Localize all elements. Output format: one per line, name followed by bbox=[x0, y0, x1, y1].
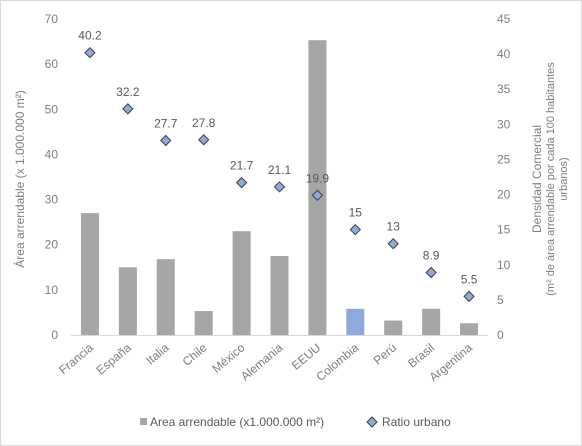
category-label-1: España bbox=[94, 340, 134, 377]
category-label-9: Brasil bbox=[405, 341, 437, 371]
ratio-data-label-6: 19.9 bbox=[306, 171, 330, 185]
ratio-marker-6 bbox=[311, 189, 324, 201]
legend-label-bars: Area arrendable (x1.000.000 m²) bbox=[150, 415, 324, 429]
bar-6 bbox=[308, 40, 327, 336]
bar-2 bbox=[156, 259, 175, 335]
ratio-data-label-0: 40.2 bbox=[78, 29, 102, 43]
bar-9 bbox=[422, 308, 441, 335]
right-tick-label-6: 30 bbox=[497, 117, 511, 131]
category-label-10: Argentina bbox=[427, 340, 476, 384]
ratio-marker-7 bbox=[349, 223, 362, 236]
bar-4 bbox=[232, 231, 251, 335]
right-tick-label-5: 25 bbox=[497, 152, 511, 166]
category-label-7: Colombia bbox=[313, 340, 361, 384]
legend-label-ratio: Ratio urbano bbox=[382, 415, 451, 429]
bar-8 bbox=[384, 320, 403, 335]
left-tick-label-7: 70 bbox=[45, 12, 59, 26]
left-tick-label-1: 10 bbox=[45, 283, 59, 297]
right-axis-title-line-3: urbanos) bbox=[558, 157, 570, 200]
right-axis-title-line-2: (m² de área arrendable por cada 100 habi… bbox=[545, 62, 557, 296]
ratio-marker-10 bbox=[463, 290, 475, 303]
ratio-data-label-1: 32.2 bbox=[116, 85, 140, 99]
right-axis-title-line-1: Densidad Comercial bbox=[530, 125, 544, 233]
category-label-2: Italia bbox=[143, 340, 172, 367]
bar-5 bbox=[270, 256, 289, 335]
right-tick-label-8: 40 bbox=[497, 47, 511, 61]
bar-1 bbox=[118, 267, 137, 335]
category-label-3: Chile bbox=[180, 340, 210, 369]
right-tick-label-2: 10 bbox=[497, 258, 511, 272]
ratio-data-label-5: 21.1 bbox=[268, 163, 292, 177]
legend: Area arrendable (x1.000.000 m²) Ratio ur… bbox=[140, 415, 451, 429]
bar-10 bbox=[460, 323, 479, 335]
left-axis-title: Área arrendable (x 1.000.000 m²) bbox=[12, 90, 27, 267]
ratio-marker-9 bbox=[425, 266, 437, 279]
ratio-data-label-9: 8.9 bbox=[423, 249, 440, 263]
left-tick-label-2: 20 bbox=[45, 238, 59, 252]
ratio-data-label-2: 27.7 bbox=[154, 116, 178, 130]
left-tick-label-4: 40 bbox=[45, 147, 59, 161]
category-label-5: Alemania bbox=[238, 340, 286, 383]
ratio-data-label-4: 21.7 bbox=[230, 159, 254, 173]
bar-3 bbox=[194, 311, 213, 335]
ratio-marker-0 bbox=[84, 46, 96, 59]
category-label-8: Perú bbox=[371, 341, 399, 368]
ratio-marker-3 bbox=[197, 134, 210, 146]
left-tick-label-5: 50 bbox=[45, 102, 59, 116]
right-tick-label-7: 35 bbox=[497, 82, 511, 96]
right-tick-label-9: 45 bbox=[497, 12, 511, 26]
legend-swatch-bars bbox=[140, 418, 147, 425]
left-tick-label-0: 0 bbox=[51, 328, 58, 342]
right-tick-label-3: 15 bbox=[497, 223, 511, 237]
ratio-marker-1 bbox=[122, 103, 134, 115]
ratio-marker-2 bbox=[160, 134, 172, 147]
bar-7 bbox=[346, 308, 365, 335]
ratio-data-label-8: 13 bbox=[387, 220, 401, 234]
ratio-marker-8 bbox=[387, 238, 399, 250]
ratio-data-label-10: 5.5 bbox=[461, 272, 478, 286]
right-tick-label-0: 0 bbox=[497, 328, 504, 342]
ratio-marker-5 bbox=[273, 181, 286, 193]
category-label-0: Francia bbox=[56, 340, 96, 377]
bar-0 bbox=[80, 213, 99, 335]
ratio-marker-4 bbox=[235, 176, 248, 189]
ratio-data-label-7: 15 bbox=[349, 206, 363, 220]
right-tick-label-4: 20 bbox=[497, 188, 511, 202]
left-tick-label-3: 30 bbox=[45, 193, 59, 207]
ratio-data-label-3: 27.8 bbox=[192, 116, 216, 130]
left-tick-label-6: 60 bbox=[45, 57, 59, 71]
legend-swatch-ratio bbox=[366, 416, 378, 428]
right-axis-title: Densidad Comercial (m² de área arrendabl… bbox=[530, 62, 570, 296]
right-tick-label-1: 5 bbox=[497, 293, 504, 307]
